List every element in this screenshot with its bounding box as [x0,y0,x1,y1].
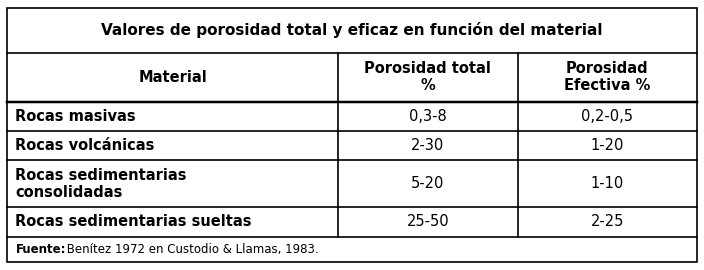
Text: 25-50: 25-50 [407,214,449,230]
Text: 0,3-8: 0,3-8 [409,109,447,124]
Text: 2-30: 2-30 [411,138,444,153]
Text: 0,2-0,5: 0,2-0,5 [582,109,634,124]
Text: Rocas volcánicas: Rocas volcánicas [15,138,155,153]
Text: Valores de porosidad total y eficaz en función del material: Valores de porosidad total y eficaz en f… [101,22,603,38]
Text: Porosidad
Efectiva %: Porosidad Efectiva % [564,61,650,93]
Text: 5-20: 5-20 [411,176,445,191]
Text: Material: Material [138,70,207,85]
Text: 1-10: 1-10 [591,176,624,191]
Text: Porosidad total
%: Porosidad total % [365,61,491,93]
Text: Rocas sedimentarias
consolidadas: Rocas sedimentarias consolidadas [15,168,187,200]
Text: 2-25: 2-25 [591,214,624,230]
Text: Fuente:: Fuente: [15,243,66,256]
Text: Rocas masivas: Rocas masivas [15,109,136,124]
Text: Rocas sedimentarias sueltas: Rocas sedimentarias sueltas [15,214,252,230]
Text: 1-20: 1-20 [591,138,624,153]
Text: Benítez 1972 en Custodio & Llamas, 1983.: Benítez 1972 en Custodio & Llamas, 1983. [63,243,319,256]
